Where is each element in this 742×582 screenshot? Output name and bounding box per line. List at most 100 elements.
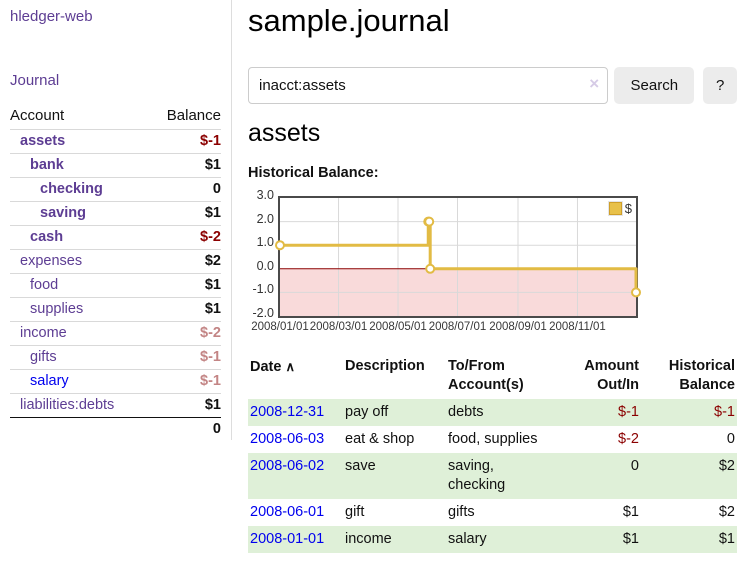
account-balance: $-2: [148, 321, 221, 346]
account-balance: $1: [148, 153, 221, 178]
account-link-bank[interactable]: bank: [30, 157, 64, 173]
y-tick-label: -2.0: [252, 306, 274, 320]
y-tick-label: 3.0: [256, 188, 274, 202]
x-tick-label: 2008/01/01: [251, 321, 309, 333]
transaction-row: 2008-06-01 gift gifts $1 $2: [248, 499, 737, 526]
transaction-date-link[interactable]: 2008-06-02: [250, 458, 325, 474]
account-link-liabilities-debts[interactable]: liabilities:debts: [20, 397, 115, 413]
account-row: gifts $-1: [10, 345, 221, 370]
account-balance: $-1: [148, 345, 221, 370]
transaction-balance: 0: [726, 431, 735, 447]
x-tick-label: 2008/05/01: [369, 321, 427, 333]
account-row: assets $-1: [10, 129, 221, 154]
x-tick-label: 2008/11/01: [549, 321, 606, 333]
account-balance: $2: [148, 249, 221, 274]
help-button[interactable]: ?: [703, 67, 737, 104]
account-balance: $-1: [148, 369, 221, 394]
search-input-wrap: ×: [248, 67, 609, 104]
journal-link[interactable]: Journal: [10, 72, 60, 89]
x-tick-label: 2008/03/01: [309, 321, 368, 333]
account-link-saving[interactable]: saving: [40, 205, 86, 221]
transaction-date-link[interactable]: 2008-06-03: [250, 431, 325, 447]
app-brand[interactable]: hledger-web: [10, 8, 93, 25]
sidebar: hledger-web Journal Account Balance asse…: [0, 0, 232, 441]
transaction-row: 2008-12-31 pay off debts $-1 $-1: [248, 399, 737, 426]
chart-legend: $: [607, 201, 632, 216]
transaction-balance: $2: [718, 504, 735, 520]
date-column-header[interactable]: Date ∧: [250, 359, 295, 375]
chart-svg: [275, 198, 641, 316]
search-form: × Search ?: [248, 67, 737, 104]
accounts-column-header: To/From Account(s): [448, 358, 524, 393]
chart-plot-area: $: [275, 196, 641, 318]
transactions-header-row: Date ∧ Description To/From Account(s) Am…: [248, 355, 737, 399]
transaction-row: 2008-06-02 save saving, checking 0 $2: [248, 453, 737, 499]
accounts-table: Account Balance assets $-1 bank $1 check…: [10, 103, 221, 441]
account-balance: $1: [148, 273, 221, 298]
legend-label: $: [624, 201, 632, 216]
account-balance: $-1: [148, 129, 221, 154]
account-row: liabilities:debts $1: [10, 393, 221, 418]
transaction-amount: 0: [630, 458, 639, 474]
account-row: salary $-1: [10, 369, 221, 394]
transaction-date-link[interactable]: 2008-01-01: [250, 531, 325, 547]
account-link-cash[interactable]: cash: [30, 229, 64, 245]
transaction-accounts: food, supplies: [448, 431, 538, 447]
account-row: bank $1: [10, 153, 221, 178]
account-balance: $-2: [148, 225, 221, 250]
balance-column-header: Balance: [166, 107, 221, 124]
account-row: expenses $2: [10, 249, 221, 274]
transaction-row: 2008-01-01 income salary $1 $1: [248, 526, 737, 553]
transaction-balance: $1: [718, 531, 735, 547]
transaction-date-link[interactable]: 2008-06-01: [250, 504, 325, 520]
sidebar-item-journal[interactable]: Journal: [10, 72, 221, 89]
y-tick-label: 0.0: [256, 258, 274, 273]
y-tick-label: 1.0: [256, 235, 274, 250]
legend-swatch-icon: [607, 201, 623, 216]
account-link-expenses[interactable]: expenses: [20, 253, 83, 269]
accounts-header-row: Account Balance: [10, 103, 221, 130]
clear-search-icon[interactable]: ×: [589, 74, 600, 93]
transaction-balance: $-1: [714, 404, 735, 420]
balance-column-header: Historical Balance: [668, 358, 735, 393]
account-row: saving $1: [10, 201, 221, 226]
account-link-assets[interactable]: assets: [20, 133, 66, 149]
account-row: cash $-2: [10, 225, 221, 250]
transaction-amount: $1: [622, 531, 639, 547]
transaction-balance: $2: [718, 458, 735, 474]
account-link-checking[interactable]: checking: [40, 181, 103, 197]
description-column-header: Description: [345, 358, 425, 374]
transaction-row: 2008-06-03 eat & shop food, supplies $-2…: [248, 426, 737, 453]
transaction-accounts: salary: [448, 531, 487, 547]
account-link-supplies[interactable]: supplies: [30, 301, 84, 317]
page-title: sample.journal: [248, 3, 450, 38]
transactions-table: Date ∧ Description To/From Account(s) Am…: [248, 355, 737, 553]
sort-ascending-icon: ∧: [285, 359, 295, 374]
transaction-amount: $-1: [618, 404, 639, 420]
y-tick-label: 2.0: [256, 211, 274, 226]
account-link-salary[interactable]: salary: [30, 373, 69, 389]
historical-balance-chart: 3.0 2.0 1.0 0.0 -1.0 -2.0 $ 2008/01/01 2008/03…: [248, 188, 737, 334]
transaction-date-link[interactable]: 2008-12-31: [250, 404, 325, 420]
account-balance: $1: [148, 297, 221, 322]
x-tick-label: 2008/09/01: [489, 321, 547, 333]
transaction-accounts: saving, checking: [448, 458, 506, 493]
transaction-description: pay off: [345, 404, 389, 420]
account-row: checking 0: [10, 177, 221, 202]
transaction-description: gift: [345, 504, 365, 520]
transaction-description: save: [345, 458, 376, 474]
transaction-description: income: [345, 531, 392, 547]
transaction-description: eat & shop: [345, 431, 415, 447]
account-link-food[interactable]: food: [30, 277, 59, 293]
search-input[interactable]: [248, 67, 609, 104]
transaction-amount: $1: [622, 504, 639, 520]
account-link-income[interactable]: income: [20, 325, 67, 341]
main-content: sample.journal × Search ? assets Histori…: [248, 0, 737, 553]
transaction-accounts: debts: [448, 404, 484, 420]
transaction-amount: $-2: [618, 431, 639, 447]
account-link-gifts[interactable]: gifts: [30, 349, 57, 365]
account-balance: 0: [148, 177, 221, 202]
search-button[interactable]: Search: [614, 67, 695, 104]
accounts-total-value: 0: [148, 417, 221, 441]
